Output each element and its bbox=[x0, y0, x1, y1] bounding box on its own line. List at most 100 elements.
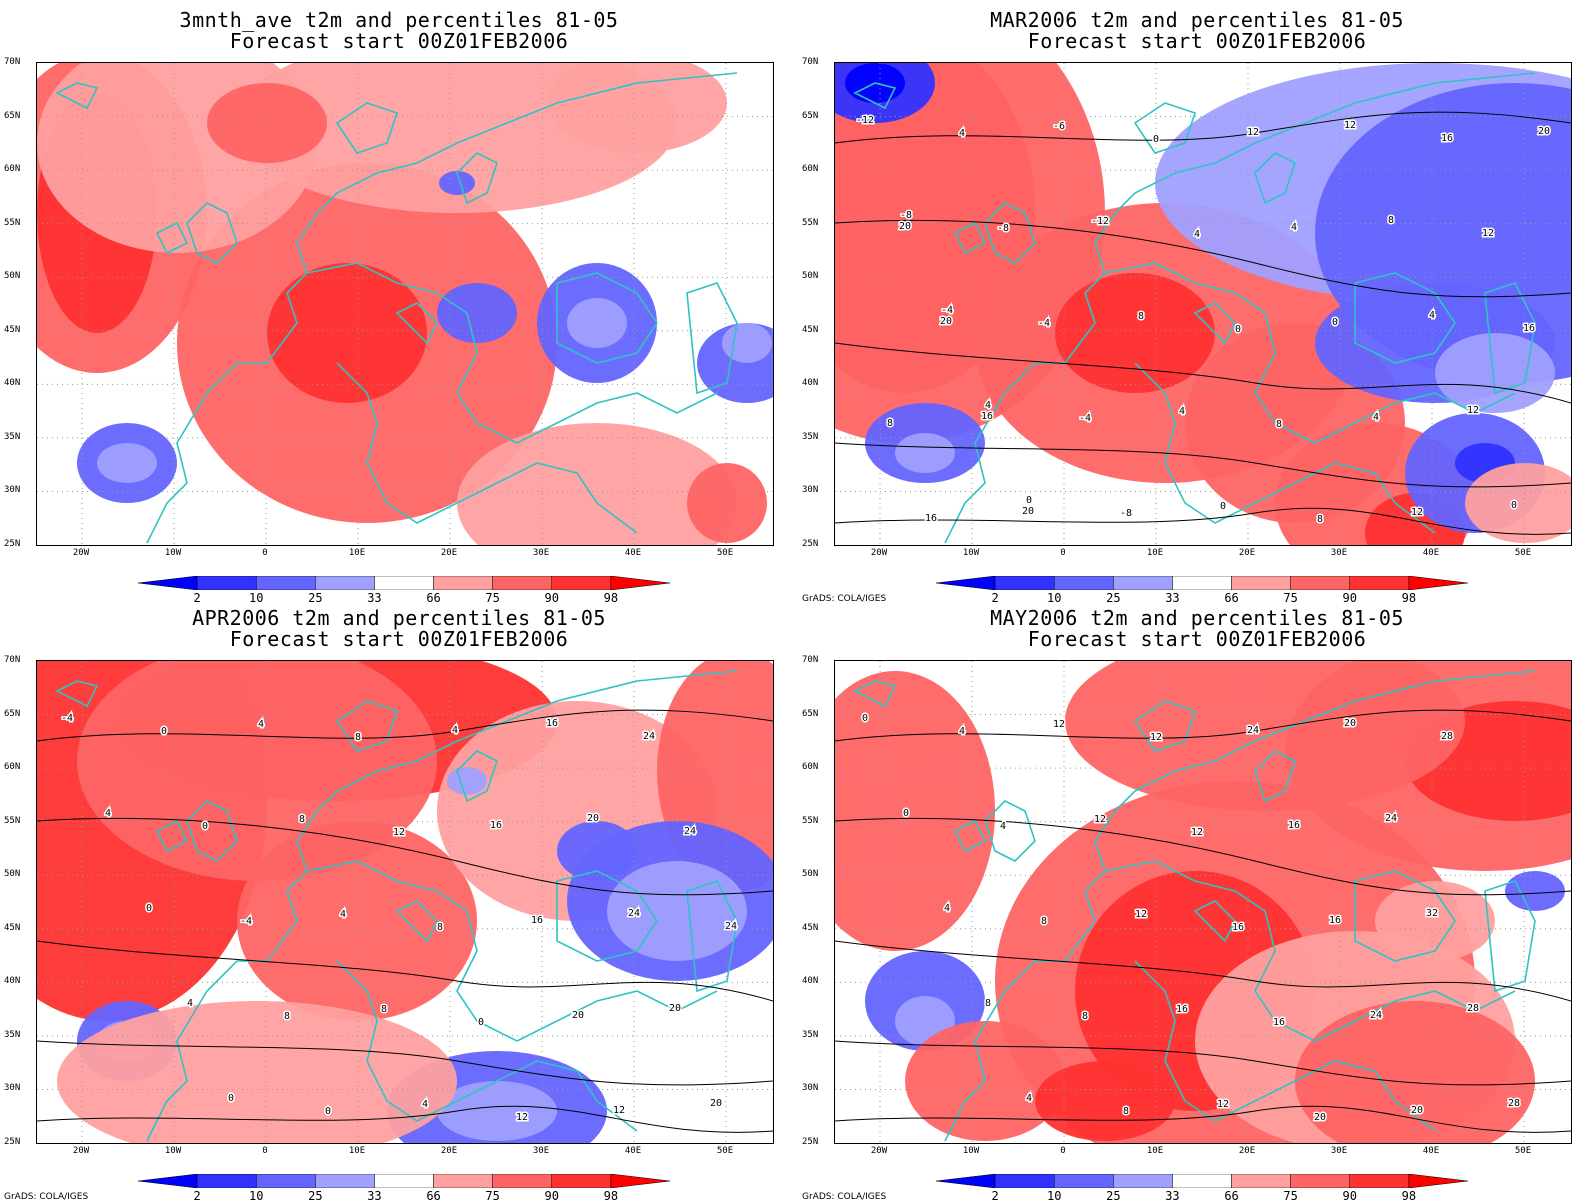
contour-label: 20 bbox=[1022, 506, 1034, 517]
contour-label: 8 bbox=[887, 418, 893, 429]
colorbar bbox=[936, 1174, 1468, 1188]
colorbar-segment bbox=[551, 576, 612, 590]
contour-label: 8 bbox=[1388, 215, 1394, 226]
lon-tick-label: 0 bbox=[262, 548, 268, 558]
percentile-shading bbox=[607, 861, 747, 961]
lat-tick-label: 65N bbox=[4, 708, 21, 719]
colorbar-label: 98 bbox=[1401, 591, 1417, 605]
colorbar-label: 33 bbox=[1165, 1189, 1180, 1203]
lon-tick-label: 20W bbox=[72, 1146, 90, 1156]
colorbar-segment bbox=[1113, 1174, 1173, 1188]
contour-label: 20 bbox=[669, 1003, 681, 1014]
map-panel-1: 3mnth_ave t2m and percentiles 81-05 Forec… bbox=[0, 0, 798, 605]
lat-tick-label: 70N bbox=[4, 655, 21, 665]
lat-tick-label: 30N bbox=[4, 1083, 21, 1094]
colorbar-arrow-high bbox=[610, 576, 670, 590]
colorbar bbox=[936, 576, 1468, 590]
percentile-shading bbox=[439, 171, 475, 195]
map-area: 0 0 4 8 4 4 4 8 8 8 12 12 12 16 12 12 12 16 16 20 24 16 16 24 20… bbox=[834, 660, 1572, 1144]
percentile-shading bbox=[1465, 463, 1571, 543]
contour-label: 4 bbox=[1429, 310, 1435, 321]
contour-label: 8 bbox=[1123, 1106, 1129, 1117]
contour-label: 4 bbox=[1026, 1093, 1032, 1104]
percentile-shading bbox=[1055, 273, 1215, 393]
contour-label: 20 bbox=[710, 1098, 722, 1109]
panel-title: MAY2006 t2m and percentiles 81-05 bbox=[990, 606, 1404, 630]
lon-tick-label: 10W bbox=[164, 1146, 182, 1156]
lat-tick-label: 45N bbox=[4, 922, 21, 933]
contour-label: 0 bbox=[146, 903, 152, 914]
contour-label: 12 bbox=[1053, 719, 1065, 730]
lat-tick-label: 30N bbox=[802, 1083, 819, 1094]
lon-tick-label: 40E bbox=[1422, 548, 1440, 558]
contour-label: 12 bbox=[1482, 228, 1494, 239]
contour-label: 0 bbox=[161, 726, 167, 737]
contour-label: 4 bbox=[422, 1099, 428, 1110]
contour-label: 8 bbox=[284, 1011, 290, 1022]
contour-label: 24 bbox=[1247, 725, 1259, 736]
percentile-shading bbox=[835, 671, 995, 951]
colorbar-arrow-high bbox=[1408, 1174, 1468, 1188]
colorbar-label: 66 bbox=[1224, 591, 1239, 605]
contour-label: 0 bbox=[1026, 495, 1032, 506]
lat-tick-label: 55N bbox=[802, 217, 819, 228]
colorbar-label: 33 bbox=[1165, 591, 1180, 605]
lon-tick-label: 30E bbox=[1330, 1146, 1348, 1156]
contour-label: 12 bbox=[1150, 732, 1162, 743]
colorbar-label: 75 bbox=[1283, 591, 1298, 605]
colorbar-label: 75 bbox=[1283, 1189, 1298, 1203]
colorbar-segment bbox=[994, 1174, 1055, 1188]
map-panel-3: APR2006 t2m and percentiles 81-05 Forecas… bbox=[0, 598, 798, 1203]
colorbar-segment bbox=[492, 1174, 553, 1188]
percentile-shading bbox=[447, 767, 487, 795]
contour-label: 0 bbox=[325, 1106, 331, 1117]
lon-tick-label: 30E bbox=[532, 548, 550, 558]
lon-tick-label: 0 bbox=[262, 1146, 268, 1156]
lat-tick-label: 60N bbox=[4, 762, 21, 773]
contour-label: 12 bbox=[393, 827, 405, 838]
contour-label: -12 bbox=[1091, 216, 1109, 227]
colorbar-segment bbox=[196, 576, 257, 590]
lon-tick-label: 10W bbox=[164, 548, 182, 558]
contour-label: 8 bbox=[1276, 419, 1282, 430]
lat-tick-label: 40N bbox=[4, 976, 21, 987]
percentile-shading bbox=[567, 298, 627, 348]
contour-label: 8 bbox=[299, 814, 305, 825]
contour-label: 12 bbox=[1094, 814, 1106, 825]
lon-tick-label: 30E bbox=[532, 1146, 550, 1156]
colorbar-segment bbox=[551, 1174, 612, 1188]
contour-label: -4 bbox=[61, 713, 73, 724]
contour-label: 0 bbox=[1220, 501, 1226, 512]
lat-tick-label: 25N bbox=[4, 539, 21, 549]
percentile-shading bbox=[895, 433, 955, 473]
colorbar-label: 98 bbox=[1401, 1189, 1417, 1203]
lon-tick-label: 50E bbox=[1514, 1146, 1532, 1156]
isotherm-contour bbox=[835, 709, 1571, 742]
colorbar-segment bbox=[315, 576, 375, 590]
colorbar-label: 90 bbox=[544, 1189, 559, 1203]
lat-tick-label: 50N bbox=[4, 271, 21, 282]
contour-label: 16 bbox=[546, 718, 558, 729]
lon-tick-label: 10W bbox=[962, 548, 980, 558]
contour-label: -12 bbox=[856, 115, 874, 126]
contour-label: -6 bbox=[1053, 121, 1065, 132]
contour-label: 28 bbox=[1441, 731, 1453, 742]
percentile-shading bbox=[1035, 1061, 1175, 1141]
colorbar bbox=[138, 576, 670, 590]
contour-label: 4 bbox=[1000, 821, 1006, 832]
percentile-shading bbox=[207, 83, 327, 163]
contour-label: 16 bbox=[925, 513, 937, 524]
lon-tick-label: 20W bbox=[72, 548, 90, 558]
map-area: -4 4 0 4 0 0 0 -4 8 0 4 8 4 8 4 8 12 8 0 12 4 16 16 20 12 16 20 24 2… bbox=[36, 660, 774, 1144]
contour-label: 0 bbox=[1235, 324, 1241, 335]
contour-label: 24 bbox=[684, 826, 696, 837]
contour-label: 16 bbox=[1176, 1004, 1188, 1015]
colorbar-label: 90 bbox=[1342, 1189, 1357, 1203]
colorbar-arrow-high bbox=[1408, 576, 1468, 590]
isotherm-contour bbox=[835, 442, 1571, 488]
contour-label: 16 bbox=[531, 915, 543, 926]
lat-tick-label: 25N bbox=[4, 1137, 21, 1147]
contour-label: 24 bbox=[1370, 1010, 1382, 1021]
grads-credit: GrADS: COLA/IGES bbox=[802, 1192, 887, 1202]
colorbar-label: 25 bbox=[308, 591, 323, 605]
